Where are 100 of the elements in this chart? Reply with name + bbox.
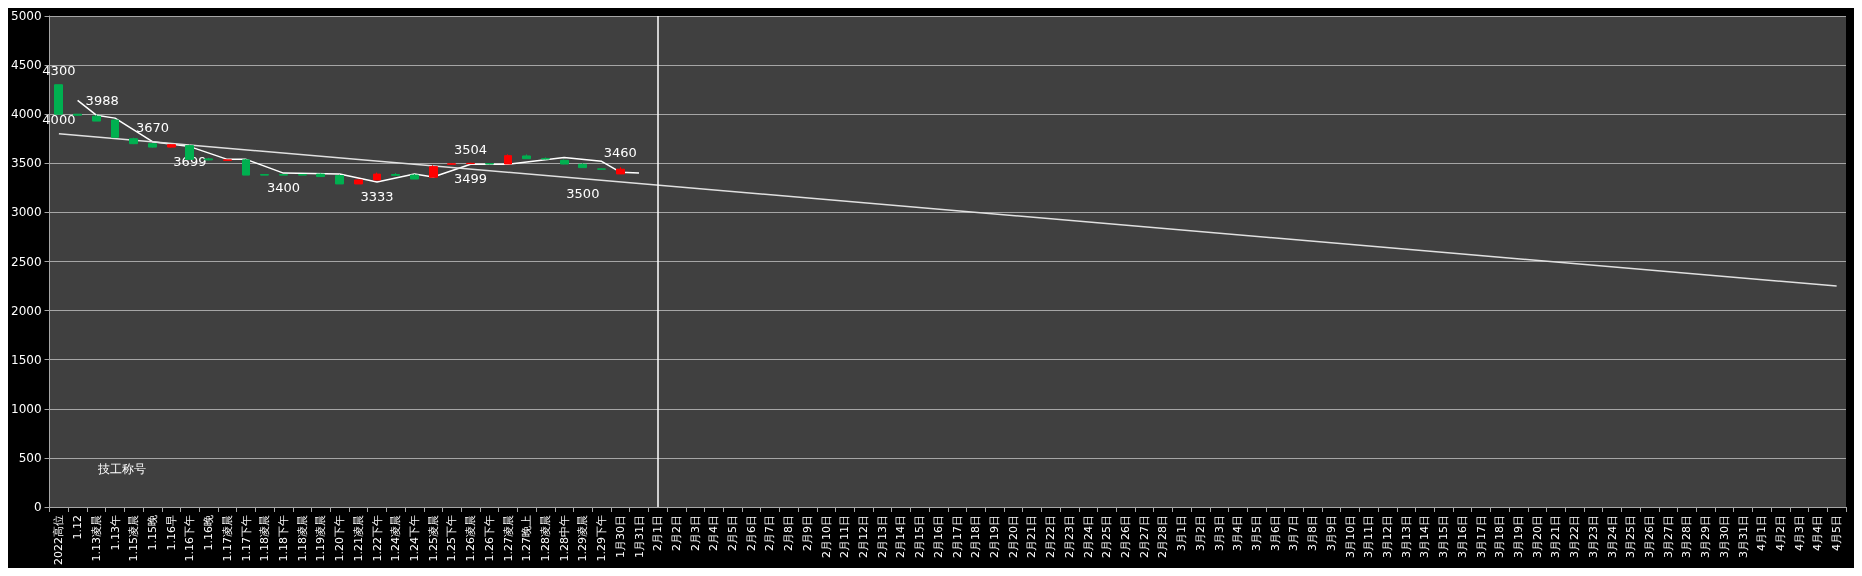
x-tick-label: 1.29凌晨 [576, 515, 590, 562]
candlestick [242, 158, 250, 176]
candlestick [167, 143, 176, 149]
x-tick-label: 1.25凌晨 [426, 515, 440, 562]
x-tick-label: 3月3日 [1212, 515, 1226, 552]
y-tick-label: 500 [18, 450, 42, 465]
x-tick-label: 2月1日 [651, 515, 665, 552]
candlestick [616, 166, 625, 175]
x-tick-label: 2月27日 [1137, 515, 1151, 559]
x-tick-label: 1.16早 [164, 515, 178, 551]
y-tick-label: 0 [33, 500, 42, 515]
x-tick-label: 1.13午 [108, 515, 122, 551]
x-tick-label: 2月18日 [969, 515, 983, 559]
x-tick-label: 2月6日 [744, 515, 758, 552]
y-tick-label: 2500 [10, 254, 42, 269]
candlestick [316, 173, 325, 178]
x-tick-label: 2月9日 [800, 515, 814, 552]
x-tick-label: 3月9日 [1324, 515, 1338, 552]
x-tick-label: 1.15晚 [145, 515, 159, 551]
annotation: 技工称号 [97, 462, 146, 476]
x-tick-label: 2月28日 [1156, 515, 1170, 559]
candlestick [485, 162, 494, 165]
candlestick [92, 114, 101, 122]
x-tick-label: 3月15日 [1437, 515, 1451, 559]
x-tick-label: 1.21凌晨 [351, 515, 365, 562]
x-tick-label: 1.20下午 [333, 515, 347, 562]
y-tick-label: 3500 [10, 156, 42, 171]
x-tick-label: 4月4日 [1811, 515, 1825, 552]
annotation: 3333 [360, 188, 394, 204]
x-tick-label: 3月5日 [1250, 515, 1264, 552]
x-tick-label: 1.24凌晨 [389, 515, 403, 562]
x-tick-label: 1.16晚 [202, 515, 216, 551]
x-tick-label: 3月13日 [1399, 515, 1413, 559]
annotation: 3460 [603, 145, 637, 161]
x-tick-label: 1.12 [71, 515, 85, 540]
candlestick [204, 157, 213, 161]
candlestick [410, 173, 419, 180]
x-tick-label: 1.16下午 [183, 515, 197, 562]
annotation: 4000 [42, 111, 76, 127]
candlestick [560, 158, 569, 165]
x-tick-label: 3月7日 [1287, 515, 1301, 552]
candlestick [373, 172, 381, 181]
y-tick-label: 4000 [10, 107, 42, 122]
x-tick-label: 2月5日 [726, 515, 740, 552]
candlestick [391, 172, 400, 177]
x-tick-label: 1.17下午 [239, 515, 253, 562]
x-tick-label: 1.28凌晨 [538, 515, 552, 562]
candlestick [129, 137, 138, 145]
x-tick-label: 2月19日 [988, 515, 1002, 559]
x-tick-label: 3月6日 [1268, 515, 1282, 552]
x-tick-label: 1.28中午 [557, 515, 571, 562]
x-tick-label: 2月11日 [838, 515, 852, 559]
x-tick-label: 1月31日 [632, 515, 646, 559]
x-tick-label: 2月17日 [950, 515, 964, 559]
x-tick-label: 3月28日 [1680, 515, 1694, 559]
candlestick [354, 179, 363, 185]
x-tick-label: 2月21日 [1025, 515, 1039, 559]
x-tick-label: 1.25下午 [445, 515, 459, 562]
x-tick-label: 2月7日 [763, 515, 777, 552]
x-tick-label: 1.13凌晨 [89, 515, 103, 562]
y-tick-label: 1500 [10, 352, 42, 367]
annotation: 3499 [454, 171, 488, 187]
candlestick [73, 113, 82, 117]
x-tick-label: 3月17日 [1474, 515, 1488, 559]
x-tick-label: 1.27凌晨 [501, 515, 515, 562]
x-tick-label: 2月4日 [707, 515, 721, 552]
annotation: 3500 [566, 185, 600, 201]
x-tick-label: 3月31日 [1736, 515, 1750, 559]
candlestick [522, 153, 531, 160]
y-tick-label: 3000 [10, 205, 42, 220]
x-tick-label: 2月8日 [782, 515, 796, 552]
x-tick-label: 1.27晚上 [520, 515, 534, 562]
x-tick-label: 1.15凌晨 [127, 515, 141, 562]
x-tick-label: 2022高位 [52, 515, 66, 566]
x-tick-label: 3月18日 [1493, 515, 1507, 559]
x-tick-label: 3月20日 [1530, 515, 1544, 559]
annotation: 4300 [42, 62, 76, 78]
x-tick-label: 1.18凌晨 [295, 515, 309, 562]
x-tick-label: 1.24下午 [407, 515, 421, 562]
x-tick-label: 2月26日 [1119, 515, 1133, 559]
y-tick-label: 4500 [10, 58, 42, 73]
x-tick-label: 1.26凌晨 [464, 515, 478, 562]
x-tick-label: 1月30日 [613, 515, 627, 559]
candlestick [111, 118, 119, 139]
y-tick-label: 1000 [10, 401, 42, 416]
x-tick-label: 1.19凌晨 [314, 515, 328, 562]
x-tick-label: 1.22下午 [370, 515, 384, 562]
candlestick [447, 162, 456, 165]
x-tick-label: 2月25日 [1100, 515, 1114, 559]
x-tick-label: 4月5日 [1830, 515, 1844, 552]
annotation: 3988 [85, 92, 119, 108]
x-tick-label: 3月14日 [1418, 515, 1432, 559]
x-tick-label: 1.26下午 [482, 515, 496, 562]
y-tick-label: 2000 [10, 303, 42, 318]
x-tick-label: 1.18凌晨 [258, 515, 272, 562]
x-tick-label: 3月11日 [1362, 515, 1376, 559]
candlestick [148, 142, 157, 149]
annotation: 3670 [135, 119, 170, 135]
x-tick-label: 4月1日 [1755, 515, 1769, 552]
x-tick-label: 2月3日 [688, 515, 702, 552]
